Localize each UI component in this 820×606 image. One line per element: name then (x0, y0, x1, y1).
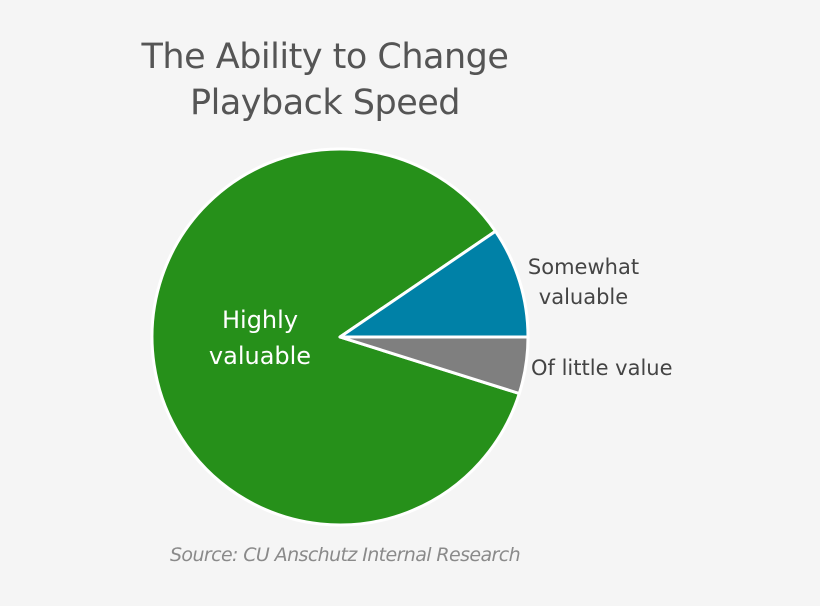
source-note: Source: CU Anschutz Internal Research (169, 544, 521, 566)
slice-of-little-value (338, 335, 530, 395)
slice-somewhat-valuable (338, 229, 530, 339)
slice-highly-valuable (150, 147, 521, 527)
label-of-little-value: Of little value (531, 356, 673, 380)
label-highly-line-2: valuable (208, 342, 312, 370)
label-somewhat-line-2: valuable (538, 285, 629, 309)
chart-title-line-2: Playback Speed (189, 83, 461, 123)
label-somewhat-line-1: Somewhat (527, 255, 640, 279)
label-highly-line-1: Highly (221, 306, 299, 334)
chart-title: The Ability to Change Playback Speed (0, 34, 650, 126)
chart-title-line-1: The Ability to Change (141, 37, 509, 77)
label-highly-valuable: Highly valuable (190, 302, 330, 374)
label-somewhat-valuable: Somewhat valuable (521, 252, 646, 312)
